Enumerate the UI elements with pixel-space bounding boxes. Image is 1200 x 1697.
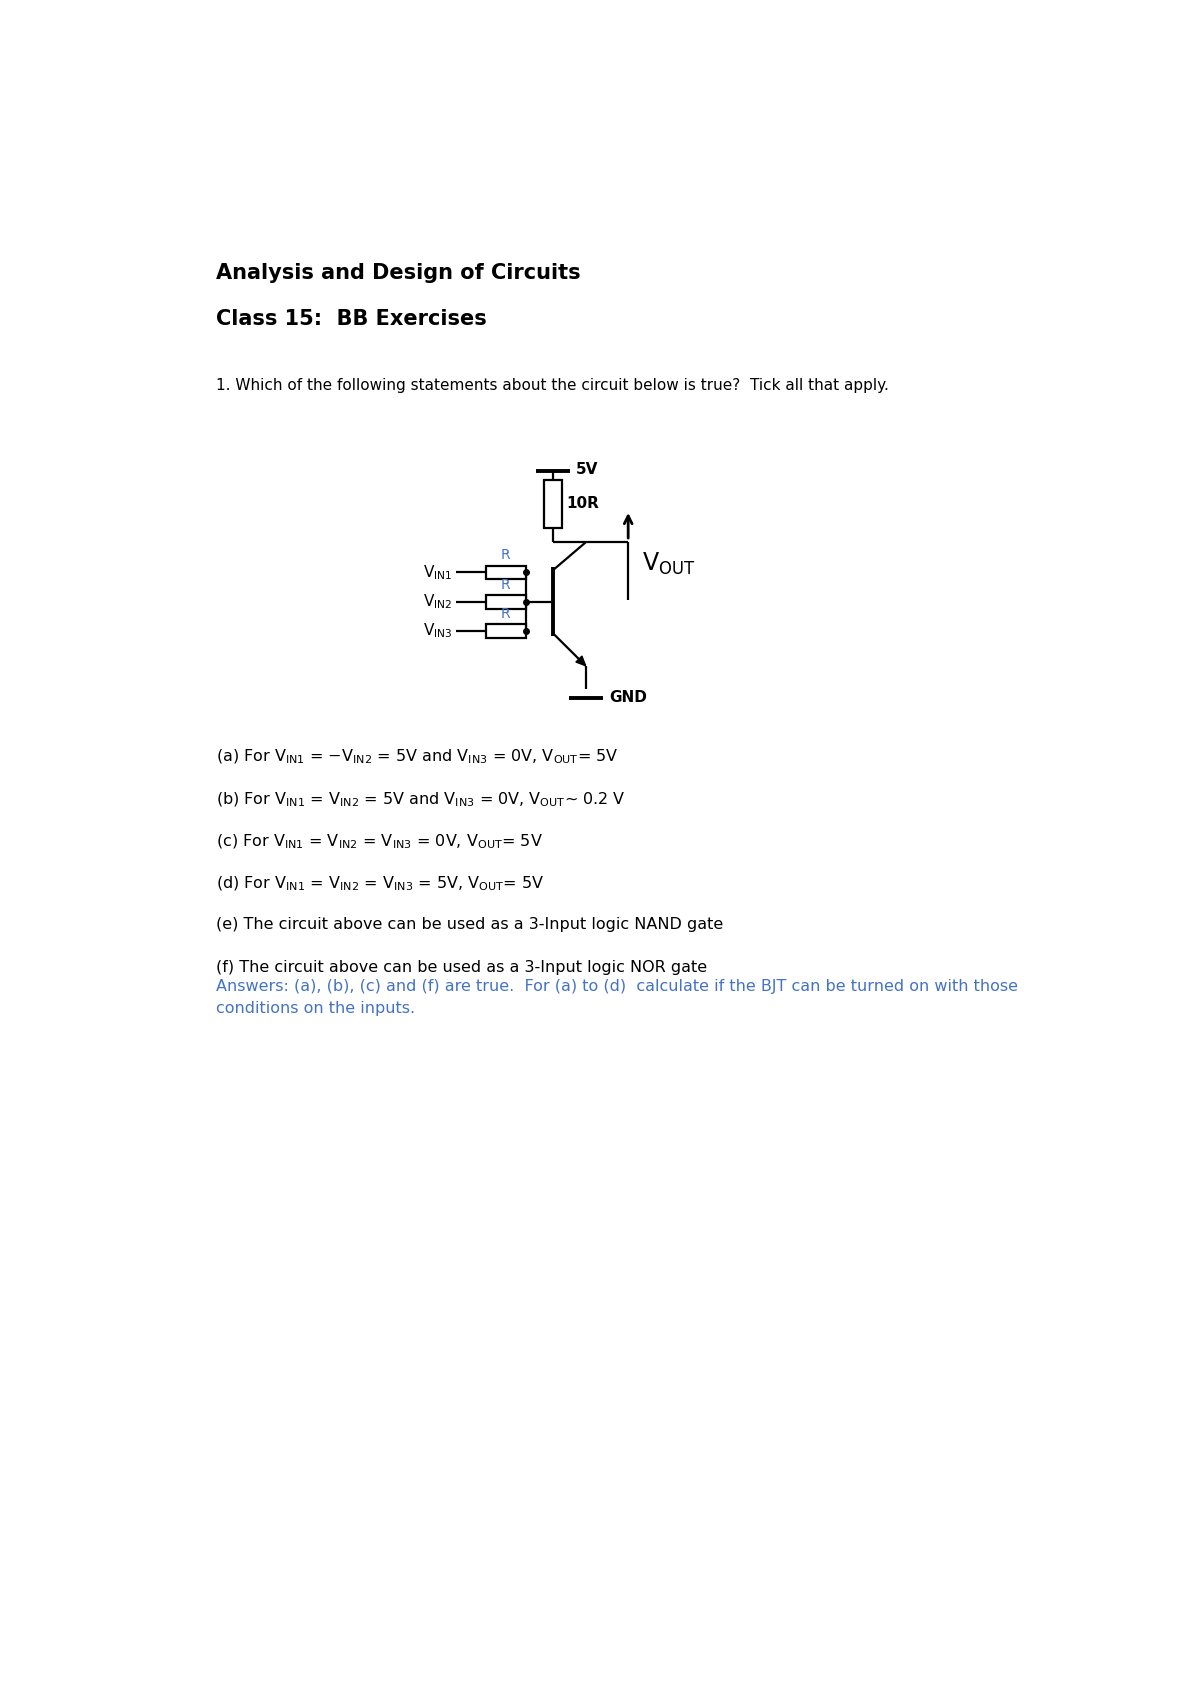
Text: V$_{\mathregular{IN1}}$: V$_{\mathregular{IN1}}$ bbox=[422, 563, 452, 582]
Bar bbox=[486, 624, 526, 638]
Text: R: R bbox=[500, 608, 510, 621]
Polygon shape bbox=[576, 657, 586, 665]
Text: (b) For V$_{\mathregular{IN1}}$ = V$_{\mathregular{IN2}}$ = 5V and V$_{\mathregu: (b) For V$_{\mathregular{IN1}}$ = V$_{\m… bbox=[216, 791, 625, 809]
Text: Answers: (a), (b), (c) and (f) are true.  For (a) to (d)  calculate if the BJT c: Answers: (a), (b), (c) and (f) are true.… bbox=[216, 979, 1018, 1017]
Text: R: R bbox=[500, 577, 510, 592]
Text: (c) For V$_{\mathregular{IN1}}$ = V$_{\mathregular{IN2}}$ = V$_{\mathregular{IN3: (c) For V$_{\mathregular{IN1}}$ = V$_{\m… bbox=[216, 833, 542, 852]
Text: (a) For V$_{\mathregular{IN1}}$ = $-$V$_{\mathregular{IN2}}$ = 5V and V$_{\mathr: (a) For V$_{\mathregular{IN1}}$ = $-$V$_… bbox=[216, 748, 618, 767]
Text: V$_{\mathregular{IN2}}$: V$_{\mathregular{IN2}}$ bbox=[422, 592, 452, 611]
Text: GND: GND bbox=[608, 691, 647, 706]
Text: Analysis and Design of Circuits: Analysis and Design of Circuits bbox=[216, 263, 581, 283]
Text: Class 15:  BB Exercises: Class 15: BB Exercises bbox=[216, 309, 487, 329]
Bar bbox=[486, 596, 526, 609]
Text: V$_{\mathregular{OUT}}$: V$_{\mathregular{OUT}}$ bbox=[642, 552, 696, 577]
Text: 1. Which of the following statements about the circuit below is true?  Tick all : 1. Which of the following statements abo… bbox=[216, 378, 889, 394]
Text: 10R: 10R bbox=[566, 497, 599, 511]
Text: (f) The circuit above can be used as a 3-Input logic NOR gate: (f) The circuit above can be used as a 3… bbox=[216, 961, 707, 974]
Text: (e) The circuit above can be used as a 3-Input logic NAND gate: (e) The circuit above can be used as a 3… bbox=[216, 918, 724, 932]
Text: 5V: 5V bbox=[576, 462, 599, 477]
Text: (d) For V$_{\mathregular{IN1}}$ = V$_{\mathregular{IN2}}$ = V$_{\mathregular{IN3: (d) For V$_{\mathregular{IN1}}$ = V$_{\m… bbox=[216, 876, 544, 894]
Bar bbox=[545, 480, 562, 528]
Text: R: R bbox=[500, 548, 510, 562]
Text: V$_{\mathregular{IN3}}$: V$_{\mathregular{IN3}}$ bbox=[422, 621, 452, 640]
Bar bbox=[486, 565, 526, 579]
